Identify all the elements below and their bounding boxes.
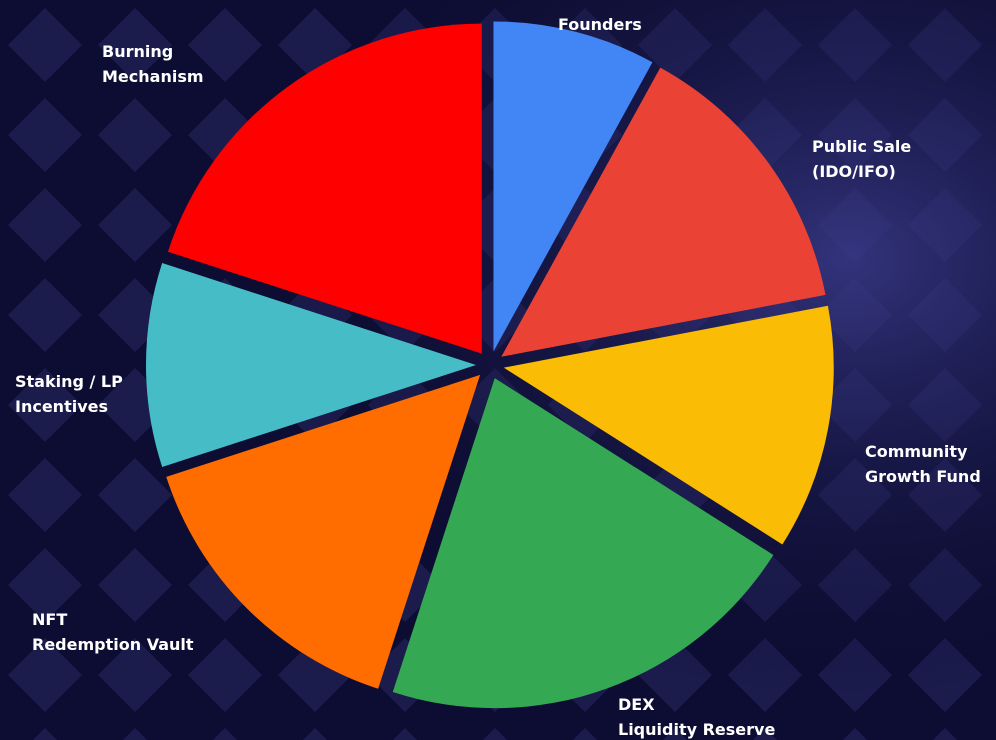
slice-label: Community Growth Fund (865, 442, 981, 486)
slice-label: Founders (558, 15, 642, 34)
pie-slice (167, 23, 482, 354)
pie (146, 21, 834, 709)
pie-slice (501, 67, 826, 357)
slice-label: DEX Liquidity Reserve (618, 695, 775, 739)
slice-label: Burning Mechanism (102, 42, 204, 86)
pie-slice (503, 305, 834, 545)
labels: Founders Public Sale (IDO/IFO) Community Gro… (15, 15, 981, 739)
pie-slice (166, 374, 481, 689)
pie-slice (146, 263, 476, 467)
slice-label: Public Sale (IDO/IFO) (812, 137, 911, 181)
slice-label: Staking / LP Incentives (15, 372, 123, 416)
pie-slice (392, 378, 774, 709)
slice-label: NFT Redemption Vault (32, 610, 194, 654)
pie-slice (493, 21, 653, 352)
